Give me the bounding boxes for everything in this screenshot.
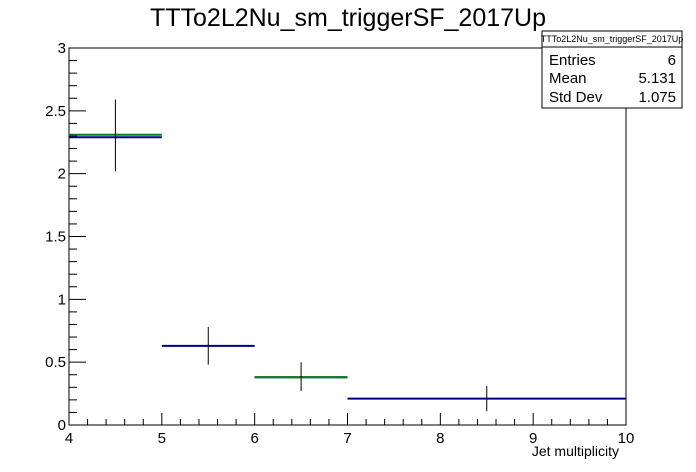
stats-stddev-label: Std Dev [549, 89, 603, 106]
axes: 4 5 6 7 8 9 10 0 0.5 1 1.5 2 2.5 3 [45, 40, 634, 447]
stats-box: TTTo2L2Nu_sm_triggerSF_2017Up Entries 6 … [541, 30, 684, 109]
x-tick-label: 6 [250, 430, 258, 447]
y-tick-label: 2 [58, 166, 66, 183]
stats-mean-value: 5.131 [638, 70, 676, 87]
x-tick-label: 8 [436, 430, 444, 447]
histogram-bins [69, 133, 626, 400]
stats-mean-label: Mean [549, 70, 587, 87]
x-tick-label: 10 [618, 430, 635, 447]
x-tick-label: 7 [343, 430, 351, 447]
x-axis-label: Jet multiplicity [532, 443, 619, 459]
stats-stddev-value: 1.075 [638, 89, 676, 106]
x-tick-label: 5 [158, 430, 166, 447]
chart-title: TTTo2L2Nu_sm_triggerSF_2017Up [150, 4, 546, 32]
stats-entries-value: 6 [668, 52, 676, 69]
y-tick-label: 1.5 [45, 229, 66, 246]
y-tick-label: 1 [58, 291, 66, 308]
stats-entries-label: Entries [549, 52, 596, 69]
error-bars [114, 99, 488, 412]
y-tick-label: 0.5 [45, 354, 66, 371]
y-tick-label: 3 [58, 40, 66, 57]
x-tick-label: 9 [529, 430, 537, 447]
y-tick-label: 2.5 [45, 103, 66, 120]
x-tick-label: 4 [65, 430, 73, 447]
y-tick-label: 0 [58, 417, 66, 434]
stats-box-title: TTTo2L2Nu_sm_triggerSF_2017Up [541, 34, 684, 44]
stats-box-frame [541, 30, 683, 109]
